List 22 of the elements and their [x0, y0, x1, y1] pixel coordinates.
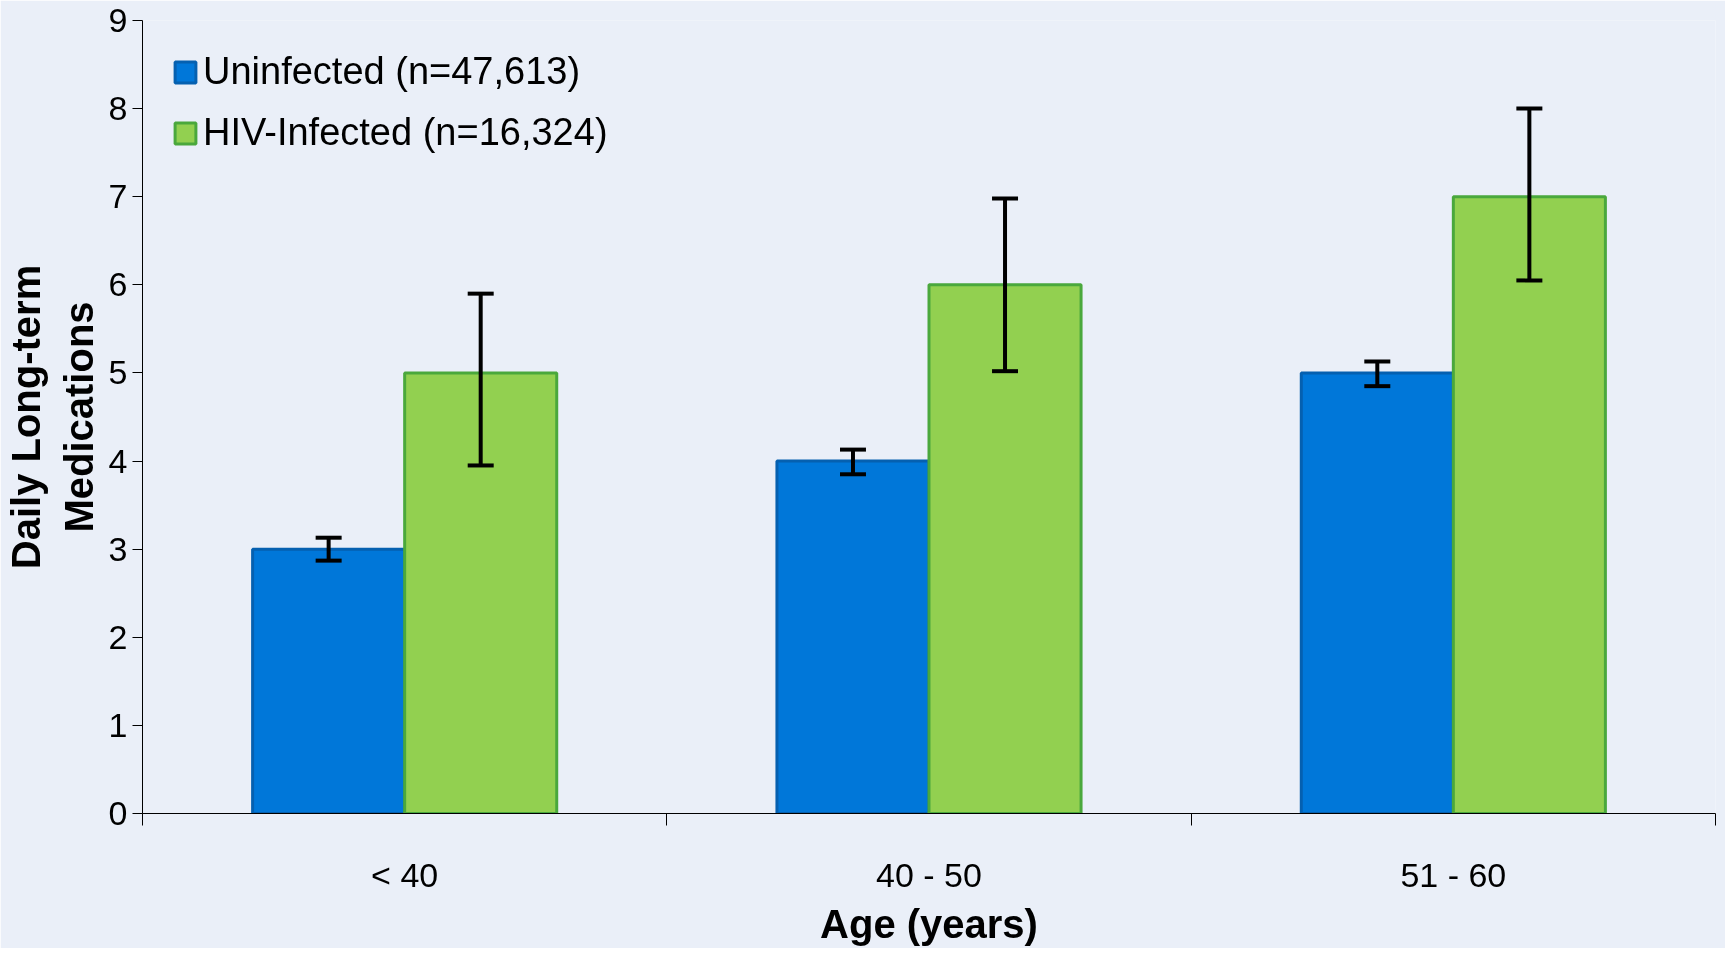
- x-axis-title: Age (years): [820, 901, 1038, 946]
- x-tick-label: 40 - 50: [876, 855, 982, 894]
- y-axis-title: Daily Long-term Medications: [3, 264, 101, 570]
- x-tick-label: 51 - 60: [1400, 855, 1507, 894]
- y-tick-label: 4: [108, 441, 128, 480]
- y-tick-label: 2: [108, 617, 128, 656]
- y-tick-label: 5: [108, 353, 128, 392]
- bar: [403, 371, 559, 814]
- y-tick-label: 7: [108, 177, 128, 216]
- y-tick-label: 6: [108, 265, 128, 304]
- y-tick-label: 1: [108, 705, 128, 744]
- bar: [1451, 195, 1607, 814]
- bar: [775, 459, 931, 814]
- bar: [927, 283, 1083, 814]
- y-tick-label: 8: [108, 89, 128, 128]
- y-tick-label: 3: [108, 529, 128, 568]
- y-tick-label: 9: [108, 1, 128, 39]
- x-tick-label: < 40: [371, 855, 439, 894]
- legend-label: Uninfected (n=47,613): [203, 50, 581, 93]
- legend-label: HIV-Infected (n=16,324): [203, 111, 608, 154]
- bar: [1299, 371, 1455, 814]
- y-tick-label: 0: [108, 794, 128, 832]
